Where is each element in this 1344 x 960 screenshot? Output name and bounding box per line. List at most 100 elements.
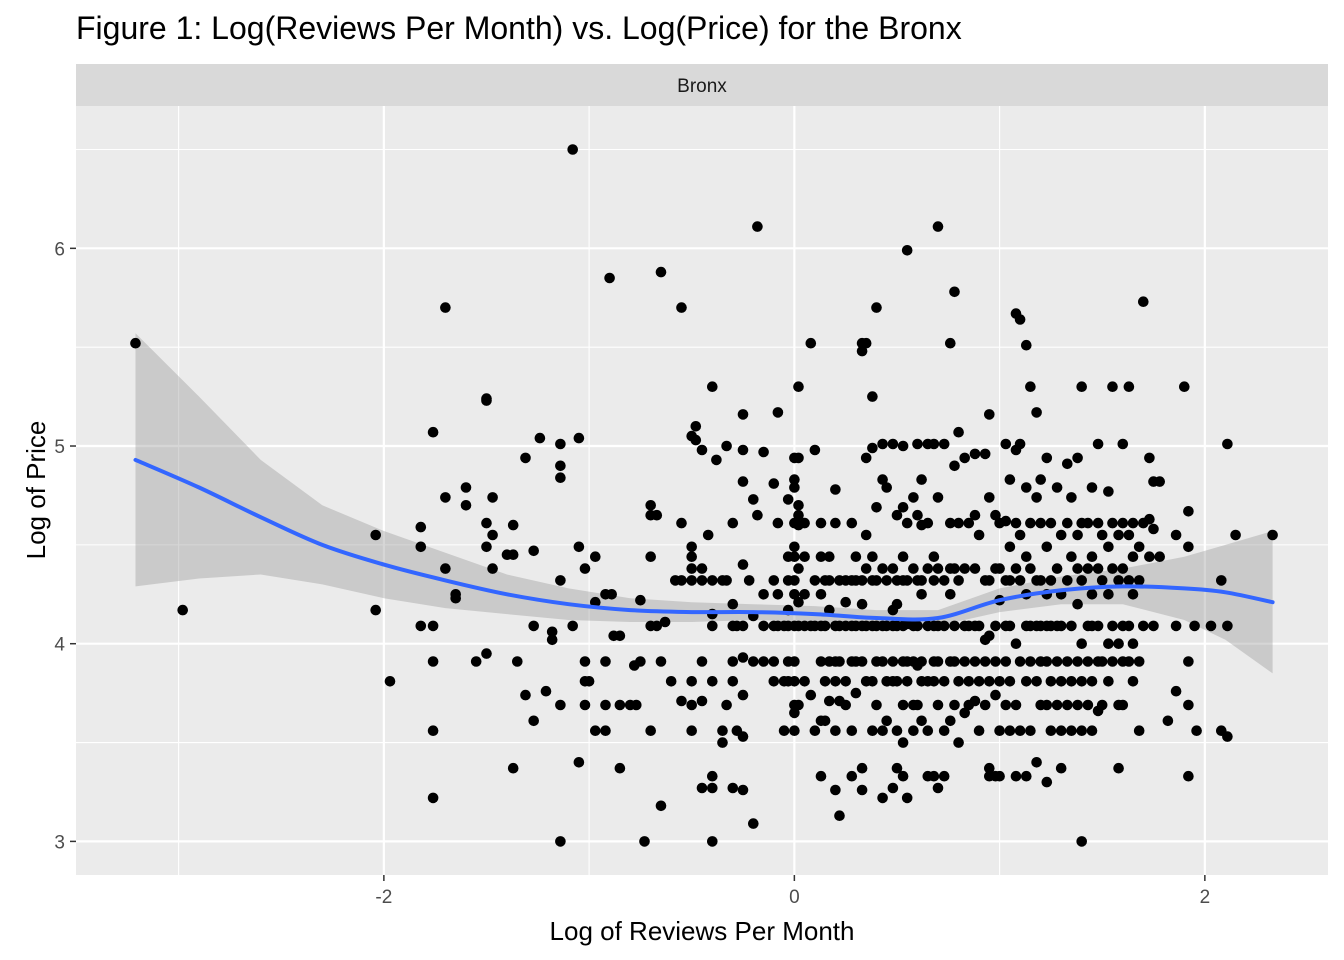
- data-point: [891, 676, 903, 687]
- data-point: [840, 676, 851, 687]
- data-point: [850, 687, 862, 699]
- data-point: [651, 509, 663, 521]
- data-point: [635, 656, 646, 667]
- plot-panel: [76, 106, 1328, 875]
- data-point: [1000, 656, 1012, 667]
- data-point: [1107, 656, 1118, 667]
- data-point: [573, 541, 585, 553]
- data-point: [834, 656, 845, 667]
- data-point: [696, 782, 708, 794]
- data-point: [793, 699, 804, 711]
- data-point: [979, 699, 991, 711]
- data-point: [707, 381, 718, 393]
- data-point: [487, 529, 498, 541]
- data-point: [1025, 563, 1036, 574]
- data-point: [555, 699, 566, 711]
- data-point: [916, 656, 927, 667]
- data-point: [481, 541, 492, 553]
- data-point: [897, 770, 909, 782]
- data-point: [819, 676, 831, 687]
- data-point: [1004, 620, 1016, 632]
- data-point: [932, 492, 944, 503]
- data-point: [846, 517, 858, 529]
- x-tick-label: 2: [1200, 887, 1211, 908]
- data-point: [1076, 725, 1087, 736]
- data-point: [846, 770, 858, 782]
- data-point: [655, 266, 667, 278]
- data-point: [1144, 513, 1155, 525]
- data-point: [887, 563, 899, 574]
- data-point: [1035, 474, 1046, 485]
- data-point: [631, 699, 642, 711]
- data-point: [1138, 620, 1149, 632]
- data-point: [768, 478, 780, 489]
- data-point: [707, 770, 718, 782]
- data-point: [721, 575, 732, 586]
- data-point: [793, 452, 804, 464]
- data-point: [1041, 699, 1053, 711]
- data-point: [1082, 699, 1094, 711]
- data-point: [990, 689, 1001, 701]
- data-point: [590, 596, 601, 608]
- y-tick-label: 4: [54, 635, 65, 656]
- data-point: [721, 440, 732, 452]
- data-point: [789, 551, 800, 562]
- data-point: [1183, 506, 1194, 517]
- data-point: [932, 699, 944, 711]
- data-point: [686, 551, 697, 562]
- data-point: [1004, 725, 1016, 736]
- data-point: [686, 575, 697, 586]
- data-point: [1107, 381, 1118, 393]
- data-point: [969, 656, 981, 667]
- data-point: [1113, 762, 1124, 774]
- data-point: [1035, 575, 1046, 586]
- data-point: [984, 676, 995, 687]
- data-point: [737, 784, 749, 796]
- data-point: [1123, 575, 1135, 586]
- data-point: [1092, 563, 1104, 574]
- data-point: [867, 725, 878, 736]
- data-point: [1066, 492, 1077, 503]
- data-point: [645, 725, 656, 736]
- data-point: [768, 575, 780, 586]
- data-point: [877, 563, 888, 574]
- data-point: [1010, 699, 1022, 711]
- data-point: [1148, 523, 1159, 535]
- data-point: [799, 589, 810, 600]
- data-point: [799, 517, 810, 529]
- facet-strip: [76, 64, 1328, 106]
- data-point: [1103, 486, 1114, 497]
- data-point: [891, 725, 903, 736]
- data-point: [901, 245, 913, 256]
- data-point: [1183, 656, 1194, 667]
- data-point: [1133, 541, 1145, 553]
- data-point: [860, 337, 872, 349]
- data-point: [1051, 563, 1063, 574]
- data-point: [1010, 638, 1022, 649]
- data-point: [1138, 296, 1149, 308]
- data-point: [789, 725, 800, 736]
- data-point: [707, 620, 718, 632]
- data-point: [737, 731, 749, 742]
- data-point: [815, 551, 827, 562]
- data-point: [990, 509, 1001, 521]
- data-point: [487, 492, 498, 503]
- data-point: [1055, 529, 1067, 541]
- data-point: [1148, 620, 1159, 632]
- data-point: [922, 563, 934, 574]
- data-point: [891, 509, 903, 521]
- data-point: [912, 620, 923, 632]
- data-point: [789, 575, 800, 586]
- data-point: [953, 676, 964, 687]
- data-point: [916, 715, 927, 727]
- data-point: [877, 725, 888, 736]
- data-point: [1096, 699, 1108, 711]
- data-point: [799, 676, 810, 687]
- data-point: [645, 500, 656, 511]
- data-point: [1123, 381, 1135, 393]
- data-point: [1113, 575, 1124, 586]
- smooth-trend-line: [133, 457, 1275, 622]
- data-point: [768, 656, 780, 667]
- data-point: [1103, 589, 1114, 600]
- data-point: [686, 725, 697, 736]
